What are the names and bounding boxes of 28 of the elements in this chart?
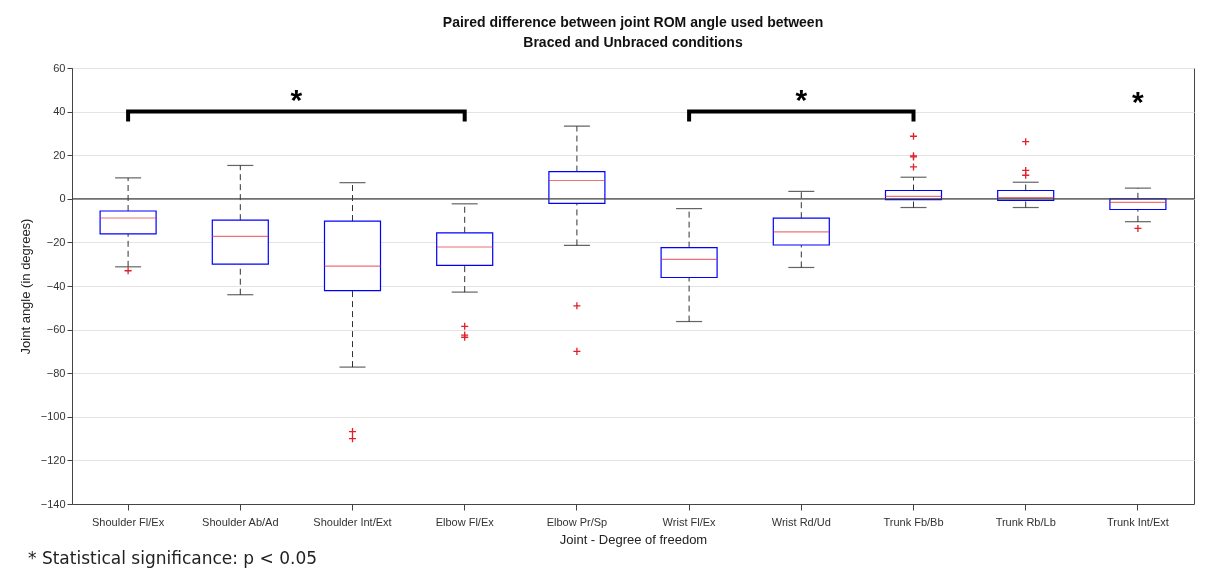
x-tick-label: Trunk Int/Ext — [1106, 515, 1169, 528]
y-tick-label: 20 — [53, 148, 66, 161]
x-tick-label: Shoulder Int/Ext — [313, 515, 392, 528]
x-tick-label: Trunk Rb/Lb — [995, 515, 1056, 528]
x-tick-label: Shoulder Fl/Ex — [92, 515, 165, 528]
y-tick-label: −140 — [40, 497, 66, 510]
annotation: * — [795, 82, 808, 116]
y-axis-title: Joint angle (in degrees) — [17, 218, 33, 355]
x-tick-label: Shoulder Ab/Ad — [202, 515, 279, 528]
y-tick-label: −80 — [46, 366, 66, 379]
x-tick-label: Elbow Fl/Ex — [435, 515, 495, 528]
text: * Statistical significance: p < 0.05 — [28, 548, 318, 568]
y-tick-label: −60 — [46, 323, 66, 336]
y-tick-label: 60 — [53, 61, 66, 74]
y-tick-label: −40 — [46, 279, 66, 292]
y-tick-label: 0 — [59, 192, 66, 205]
y-tick-label: −120 — [40, 453, 66, 466]
x-tick-label: Wrist Rd/Ud — [771, 515, 831, 528]
x-tick-label: Trunk Fb/Bb — [883, 515, 944, 528]
x-tick-label: Wrist Fl/Ex — [662, 515, 717, 528]
x-axis-title: Joint - Degree of freedom — [559, 531, 708, 547]
annotation: * — [1132, 84, 1145, 118]
y-tick-label: −20 — [46, 235, 66, 248]
y-tick-label: 40 — [53, 105, 66, 118]
chart-title: Paired difference between joint ROM angle used between Braced and Unbraced conditions — [442, 14, 824, 50]
annotation: * — [290, 82, 303, 116]
x-tick-label: Elbow Pr/Sp — [546, 515, 608, 528]
y-tick-label: −100 — [40, 410, 66, 423]
